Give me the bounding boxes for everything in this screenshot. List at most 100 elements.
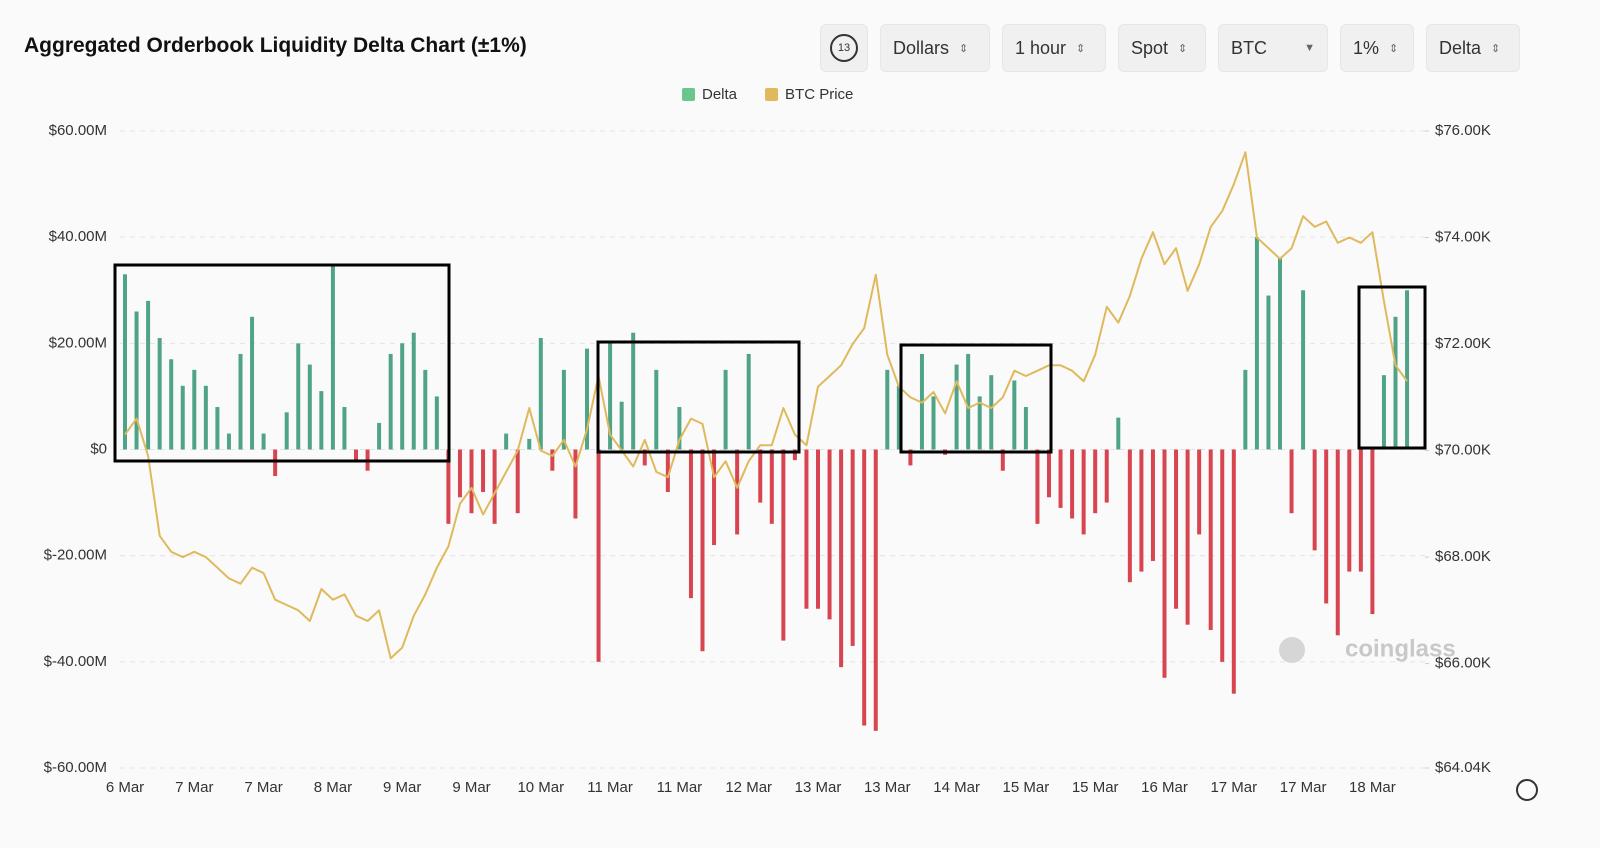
bar bbox=[169, 359, 174, 450]
market-select[interactable]: Spot ⇕ bbox=[1118, 24, 1206, 72]
bar bbox=[758, 449, 763, 503]
bar bbox=[631, 332, 636, 450]
bar bbox=[1000, 449, 1005, 471]
x-tick-label: 16 Mar bbox=[1141, 779, 1188, 796]
highlight-box bbox=[596, 340, 801, 454]
bar bbox=[1278, 258, 1282, 450]
bar bbox=[330, 263, 335, 450]
bar bbox=[966, 353, 971, 450]
bar bbox=[538, 338, 543, 450]
bar bbox=[192, 369, 197, 450]
bar bbox=[1185, 449, 1190, 625]
x-tick-label: 18 Mar bbox=[1349, 779, 1396, 796]
bar bbox=[1047, 449, 1051, 498]
bar bbox=[827, 449, 832, 620]
refresh-icon: 13 bbox=[830, 34, 858, 62]
bar bbox=[1127, 449, 1132, 583]
bar bbox=[931, 396, 936, 450]
bar bbox=[134, 311, 139, 450]
y-tick-label: $64.04K bbox=[1435, 759, 1491, 776]
legend-label: BTC Price bbox=[785, 86, 853, 103]
x-tick-label: 9 Mar bbox=[452, 779, 490, 796]
y-tick-label: $72.00K bbox=[1435, 335, 1491, 352]
bar bbox=[1324, 449, 1329, 604]
bar bbox=[1035, 449, 1040, 524]
bar bbox=[307, 364, 312, 450]
bar bbox=[1162, 449, 1167, 678]
select-label: BTC bbox=[1231, 37, 1267, 58]
bar bbox=[1150, 449, 1155, 561]
x-tick-label: 11 Mar bbox=[657, 779, 703, 796]
x-tick-label: 7 Mar bbox=[175, 779, 213, 796]
bar bbox=[1104, 449, 1109, 503]
bar bbox=[1312, 449, 1317, 551]
bar bbox=[215, 407, 220, 450]
bar bbox=[1012, 380, 1017, 450]
bar bbox=[515, 449, 520, 514]
y-tick-label: $68.00K bbox=[1435, 548, 1491, 565]
bar bbox=[862, 449, 867, 726]
metric-select[interactable]: Delta ⇕ bbox=[1426, 24, 1520, 72]
bar bbox=[157, 338, 162, 450]
bar bbox=[885, 369, 890, 450]
legend-label: Delta bbox=[702, 86, 738, 103]
select-label: 1% bbox=[1353, 37, 1380, 58]
bar bbox=[816, 449, 820, 609]
select-label: Dollars bbox=[893, 37, 950, 58]
bar bbox=[850, 449, 855, 646]
bar bbox=[261, 433, 266, 450]
bar bbox=[1070, 449, 1075, 519]
bar bbox=[527, 438, 532, 450]
bar bbox=[550, 449, 555, 471]
y-tick-label: $60.00M bbox=[49, 122, 107, 139]
unit-select[interactable]: Dollars ⇕ bbox=[880, 24, 990, 72]
x-tick-label: 11 Mar bbox=[587, 779, 633, 796]
bar bbox=[388, 353, 393, 450]
y-tick-label: $20.00M bbox=[49, 334, 107, 351]
bar bbox=[700, 449, 705, 652]
bar bbox=[1208, 449, 1213, 630]
x-tick-label: 7 Mar bbox=[244, 779, 282, 796]
bar bbox=[1197, 449, 1202, 535]
y-tick-label: $70.00K bbox=[1435, 442, 1491, 459]
x-tick-label: 8 Mar bbox=[314, 779, 352, 796]
x-tick-label: 17 Mar bbox=[1210, 779, 1257, 796]
bar bbox=[1139, 449, 1144, 572]
x-tick-label: 6 Mar bbox=[106, 779, 144, 796]
y-tick-label: $74.00K bbox=[1435, 228, 1491, 245]
x-tick-label: 10 Mar bbox=[517, 779, 564, 796]
bar bbox=[457, 449, 462, 498]
y-tick-label: $0 bbox=[90, 440, 107, 457]
bar bbox=[1174, 449, 1179, 609]
bar bbox=[504, 433, 509, 450]
bar bbox=[954, 364, 959, 450]
price-line bbox=[124, 151, 1408, 660]
highlight-box bbox=[113, 263, 451, 463]
bar bbox=[319, 391, 324, 450]
watermark-logo bbox=[1279, 637, 1305, 663]
bar bbox=[839, 449, 844, 668]
bar bbox=[1335, 449, 1340, 636]
refresh-button[interactable]: 13 bbox=[820, 24, 868, 72]
toolbar: 13 Dollars ⇕ 1 hour ⇕ Spot ⇕ BTC ▼ 1% ⇕ Delta… bbox=[820, 24, 1520, 72]
y-tick-label: $-20.00M bbox=[44, 547, 107, 564]
bar bbox=[1093, 449, 1098, 514]
bar bbox=[411, 332, 416, 450]
bar bbox=[1301, 290, 1306, 450]
bar bbox=[296, 343, 301, 450]
bar bbox=[1289, 449, 1294, 514]
range-select[interactable]: 1% ⇕ bbox=[1340, 24, 1414, 72]
x-tick-label: 15 Mar bbox=[1003, 779, 1050, 796]
bar bbox=[1023, 407, 1028, 450]
bar bbox=[1231, 449, 1236, 694]
interval-select[interactable]: 1 hour ⇕ bbox=[1002, 24, 1106, 72]
bar bbox=[561, 369, 566, 450]
bar bbox=[989, 375, 994, 450]
bar bbox=[1243, 369, 1248, 450]
bar bbox=[226, 433, 231, 450]
x-tick-label: 17 Mar bbox=[1280, 779, 1327, 796]
bar bbox=[284, 412, 289, 450]
settings-icon[interactable] bbox=[1516, 779, 1538, 801]
bar bbox=[250, 316, 255, 450]
coin-select[interactable]: BTC ▼ bbox=[1218, 24, 1328, 72]
